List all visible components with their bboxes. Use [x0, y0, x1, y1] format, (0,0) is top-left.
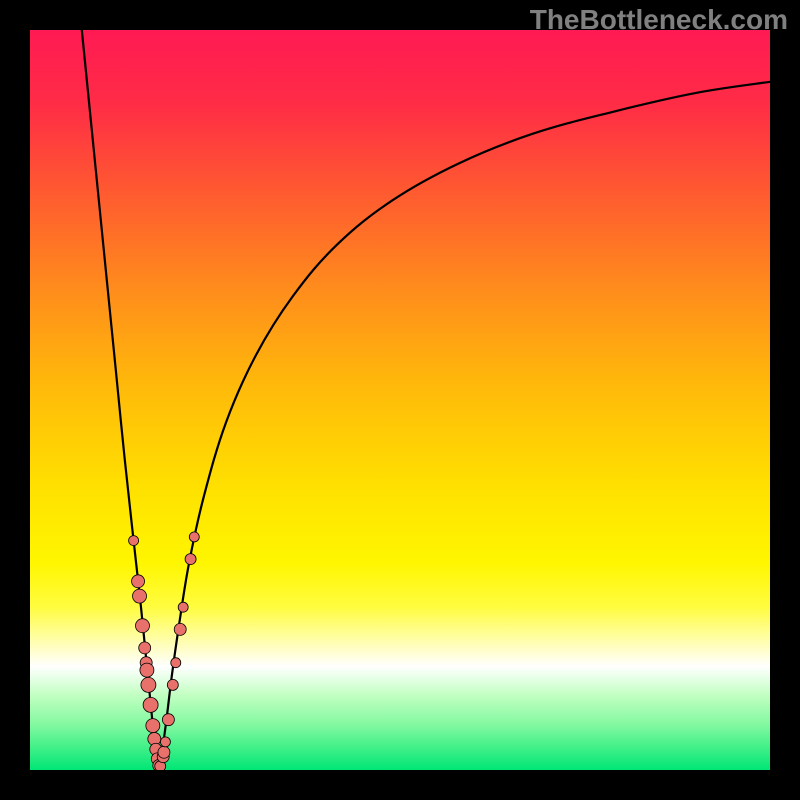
- data-marker: [129, 536, 139, 546]
- data-marker: [167, 679, 178, 690]
- watermark-text: TheBottleneck.com: [530, 4, 788, 36]
- data-marker: [132, 575, 145, 588]
- data-marker: [174, 623, 186, 635]
- data-marker: [162, 714, 174, 726]
- data-marker: [139, 642, 151, 654]
- chart-root: TheBottleneck.com: [0, 0, 800, 800]
- plot-area: [30, 30, 770, 770]
- data-marker: [140, 663, 154, 677]
- data-marker: [133, 589, 147, 603]
- data-marker: [171, 658, 181, 668]
- data-marker: [160, 737, 170, 747]
- plot-svg: [30, 30, 770, 770]
- data-marker: [185, 554, 196, 565]
- data-marker: [189, 532, 199, 542]
- data-marker: [158, 746, 170, 758]
- data-marker: [135, 619, 149, 633]
- data-marker: [143, 697, 158, 712]
- data-marker: [178, 602, 188, 612]
- data-marker: [146, 719, 160, 733]
- data-marker: [141, 677, 156, 692]
